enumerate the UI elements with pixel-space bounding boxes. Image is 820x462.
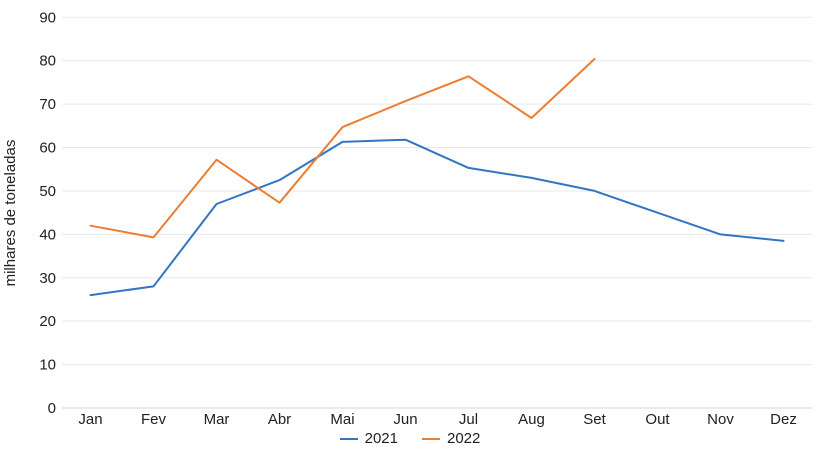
x-tick-label-Aug: Aug	[518, 411, 545, 428]
legend: 2021 2022	[0, 430, 820, 447]
y-tick-label-20: 20	[39, 313, 56, 330]
y-tick-label-30: 30	[39, 270, 56, 287]
legend-label-2021: 2021	[364, 430, 398, 447]
y-tick-label-10: 10	[39, 357, 56, 374]
legend-line-swatch-2022	[422, 437, 440, 440]
x-tick-label-Jul: Jul	[459, 411, 478, 428]
x-tick-label-Fev: Fev	[141, 411, 167, 428]
y-tick-label-60: 60	[39, 140, 56, 157]
x-tick-label-Jan: Jan	[78, 411, 102, 428]
legend-line-swatch-2021	[339, 437, 358, 440]
y-tick-label-80: 80	[39, 53, 56, 70]
y-tick-label-90: 90	[39, 9, 56, 26]
y-tick-label-0: 0	[48, 400, 56, 417]
y-tick-label-50: 50	[39, 183, 56, 200]
y-tick-label-70: 70	[39, 96, 56, 113]
x-tick-label-Out: Out	[645, 411, 670, 428]
x-tick-label-Mar: Mar	[204, 411, 230, 428]
legend-item-2021[interactable]: 2021	[339, 430, 398, 447]
x-tick-label-Dez: Dez	[770, 411, 797, 428]
x-tick-label-Set: Set	[583, 411, 606, 428]
x-tick-label-Mai: Mai	[330, 411, 354, 428]
legend-label-2022: 2022	[447, 430, 481, 447]
legend-item-2022[interactable]: 2022	[422, 430, 480, 447]
x-tick-label-Jun: Jun	[393, 411, 417, 428]
series-line-2022	[89, 58, 596, 239]
x-tick-label-Nov: Nov	[707, 411, 734, 428]
y-tick-label-40: 40	[39, 226, 56, 243]
x-tick-label-Abr: Abr	[268, 411, 291, 428]
series-line-2021	[89, 138, 785, 297]
